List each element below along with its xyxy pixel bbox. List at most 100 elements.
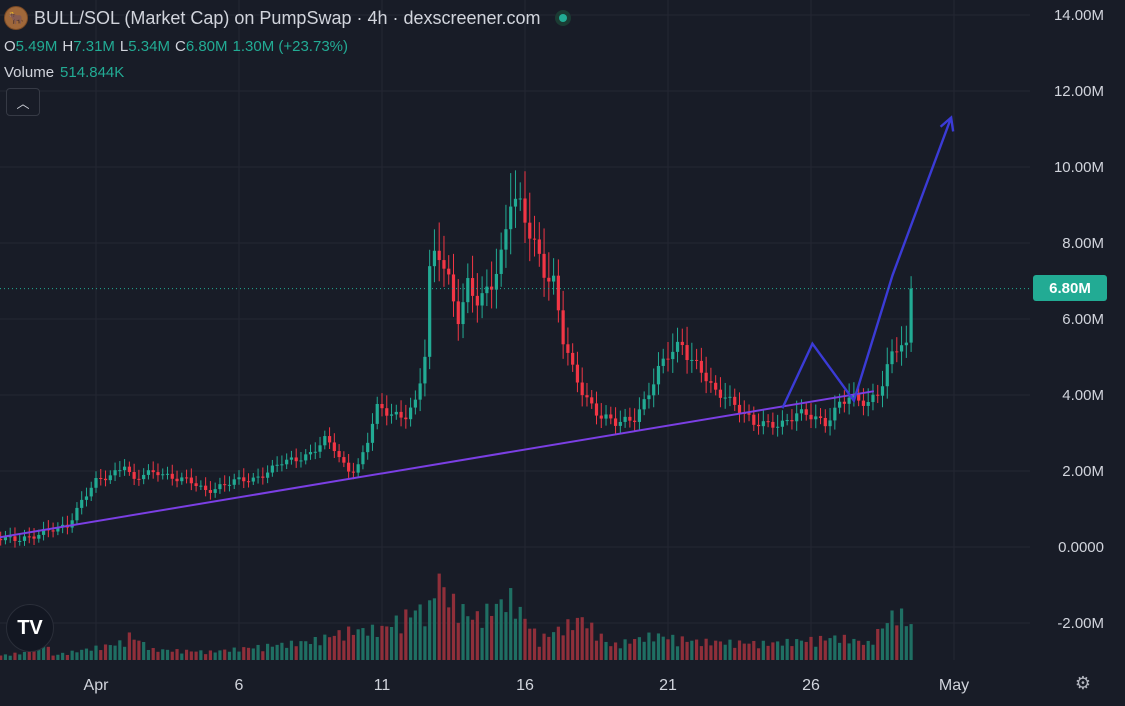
candle-body [790,420,794,422]
volume-bar [838,642,842,660]
volume-bar [218,650,222,660]
volume-bar [695,639,699,660]
candle-body [366,442,370,453]
volume-bar [675,646,680,660]
candle-body [604,414,608,419]
volume-bar [623,639,627,660]
volume-bar [70,650,74,660]
candle-body [723,397,727,399]
volume-bar [208,650,212,660]
volume-bar [585,628,589,660]
x-tick-label: 16 [516,677,534,694]
volume-bar [590,622,594,660]
candle-body [661,358,665,366]
candle-body [580,382,584,396]
candle-body [695,359,699,361]
candle-body [75,507,79,521]
candle-body [337,451,341,458]
volume-bar [318,645,322,660]
volume-bar [475,611,479,660]
volume-bar [308,644,313,660]
candle-body [103,478,108,481]
volume-bar [137,640,141,660]
candle-body [204,485,208,491]
volume-bar [246,647,251,660]
volume-bar [394,615,398,660]
tradingview-logo-icon[interactable]: TV [6,604,54,652]
volume-bar [294,646,298,660]
low-key: L [119,37,129,55]
last-price-badge: 6.80M [1033,275,1107,301]
candle-body [256,476,260,478]
volume-bar [552,632,556,660]
candle-body [394,411,398,415]
volume-bar [413,610,417,660]
candle-body [356,464,360,473]
time-axis[interactable]: Apr 6 11 16 21 26 May [84,677,970,694]
volume-bar [728,639,732,660]
candle-body [142,474,146,480]
volume-bar [633,639,637,660]
candle-body [227,484,232,486]
volume-bar [661,636,665,660]
candle-body [199,485,203,487]
volume-bar [513,618,518,660]
volume-bar [270,646,274,660]
volume-bar [189,651,193,660]
volume-bar [776,641,780,660]
candle-body [666,358,670,360]
candle-body [146,470,151,475]
volume-bar [818,635,823,660]
ohlc-values: O 5.49M H 7.31M L 5.34M C 6.80M 1.30M (+23.7… [4,34,571,58]
volume-bar [880,628,885,660]
volume-bar [485,603,489,660]
volume-bar [466,616,470,660]
candle-body [480,293,484,306]
volume-bar [356,629,360,660]
volume-bar [761,640,765,660]
candle-body [623,416,627,422]
candle-body [537,239,541,254]
volume-bar [242,647,246,660]
candle-body [647,395,651,400]
volume-bar [46,646,50,660]
user-drawings[interactable] [0,115,1030,542]
candle-body [618,421,622,426]
candle-body [470,278,475,296]
candle-body [799,409,804,414]
volume-bar [490,615,494,660]
candle-body [37,534,41,539]
volume-bar [613,642,618,660]
x-tick-label: 21 [659,677,677,694]
candle-body [218,484,222,490]
candle-body [289,457,294,460]
volume-bar [480,627,484,660]
volume-bar [842,634,846,660]
candle-body [266,472,270,478]
live-status-icon [554,10,571,26]
candle-body [494,273,498,290]
volume-bar [103,644,108,660]
candle-body [118,470,122,472]
collapse-legend-button[interactable]: ︿ [6,88,40,116]
candle-body [442,260,446,269]
candle-body [685,345,689,361]
volume-bar [75,652,79,660]
volume-bar [904,626,908,660]
y-tick-label: 0.0000 [1058,539,1104,556]
volume-bar [647,632,651,660]
candle-body [642,399,646,410]
volume-bar [289,640,294,660]
volume-bar [671,634,675,660]
candle-body [671,351,675,360]
volume-bar [470,619,475,660]
settings-gear-icon[interactable]: ⚙ [1074,672,1092,693]
price-axis[interactable]: 14.00M 12.00M 10.00M 8.00M 6.00M 4.00M 2.00M 0.… [1054,7,1104,632]
volume-bar [680,636,684,660]
candle-body [809,414,813,420]
open-value: 5.49M [15,37,58,55]
volume-bar [380,625,384,660]
candlesticks [0,170,913,548]
volume-bar [237,651,241,660]
